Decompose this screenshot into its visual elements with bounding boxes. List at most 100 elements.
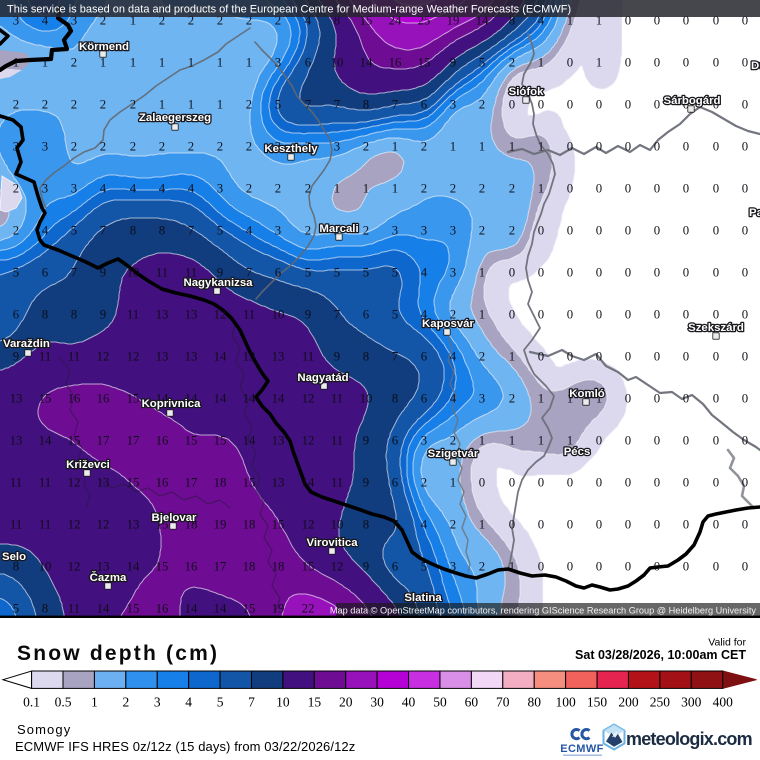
svg-text:0: 0 <box>742 434 748 448</box>
svg-text:1: 1 <box>509 140 515 154</box>
svg-text:2: 2 <box>509 392 515 406</box>
svg-text:5: 5 <box>363 266 369 280</box>
svg-text:0: 0 <box>654 98 660 112</box>
svg-text:0: 0 <box>625 434 631 448</box>
svg-text:9: 9 <box>305 308 311 322</box>
svg-text:8: 8 <box>363 98 369 112</box>
svg-text:8: 8 <box>13 560 19 574</box>
svg-text:2: 2 <box>130 140 136 154</box>
svg-text:14: 14 <box>185 392 198 406</box>
svg-text:0: 0 <box>742 140 748 154</box>
svg-text:16: 16 <box>68 392 81 406</box>
svg-text:7: 7 <box>188 224 195 238</box>
svg-text:17: 17 <box>185 476 198 490</box>
svg-text:Nagykanizsa: Nagykanizsa <box>183 277 253 289</box>
svg-text:0: 0 <box>596 308 602 322</box>
svg-text:4: 4 <box>130 182 137 196</box>
svg-text:15: 15 <box>185 434 198 448</box>
svg-text:3: 3 <box>421 224 427 238</box>
svg-text:0: 0 <box>509 98 515 112</box>
svg-text:13: 13 <box>97 476 110 490</box>
svg-text:2: 2 <box>479 98 485 112</box>
svg-text:0: 0 <box>596 182 602 196</box>
svg-text:0: 0 <box>713 56 719 70</box>
svg-text:2: 2 <box>479 224 485 238</box>
svg-text:14: 14 <box>302 476 315 490</box>
svg-text:1: 1 <box>567 14 573 28</box>
svg-text:0: 0 <box>683 98 689 112</box>
svg-text:1: 1 <box>334 182 340 196</box>
svg-text:Marcali: Marcali <box>319 223 358 235</box>
svg-text:0: 0 <box>683 224 689 238</box>
svg-text:15: 15 <box>243 602 256 616</box>
svg-text:11: 11 <box>39 350 51 364</box>
svg-text:2: 2 <box>130 98 136 112</box>
svg-text:0: 0 <box>567 98 573 112</box>
svg-text:5: 5 <box>421 560 427 574</box>
svg-text:7: 7 <box>100 224 107 238</box>
svg-text:16: 16 <box>97 392 110 406</box>
svg-text:12: 12 <box>302 434 315 448</box>
svg-text:15: 15 <box>156 518 169 532</box>
svg-text:6: 6 <box>421 98 428 112</box>
svg-text:1: 1 <box>42 56 48 70</box>
svg-text:0: 0 <box>713 350 719 364</box>
svg-text:12: 12 <box>97 350 110 364</box>
svg-text:11: 11 <box>10 518 22 532</box>
svg-text:18: 18 <box>214 476 227 490</box>
svg-text:17: 17 <box>127 434 140 448</box>
svg-text:0: 0 <box>567 308 573 322</box>
svg-text:0: 0 <box>742 476 748 490</box>
svg-text:0: 0 <box>683 476 689 490</box>
svg-text:12: 12 <box>302 518 315 532</box>
svg-text:15: 15 <box>39 392 52 406</box>
svg-text:4: 4 <box>159 182 166 196</box>
svg-text:3: 3 <box>42 140 48 154</box>
svg-text:4: 4 <box>185 695 192 710</box>
svg-text:3: 3 <box>13 14 19 28</box>
svg-text:0: 0 <box>596 560 602 574</box>
svg-text:8: 8 <box>392 392 398 406</box>
svg-text:2: 2 <box>450 308 456 322</box>
svg-text:2: 2 <box>479 350 485 364</box>
svg-text:3: 3 <box>392 224 398 238</box>
svg-text:1: 1 <box>392 182 398 196</box>
svg-text:0: 0 <box>625 350 631 364</box>
svg-text:1: 1 <box>479 266 485 280</box>
svg-text:16: 16 <box>156 434 169 448</box>
svg-text:0: 0 <box>713 392 719 406</box>
svg-text:0: 0 <box>742 98 748 112</box>
svg-text:5: 5 <box>334 266 340 280</box>
svg-text:0: 0 <box>567 476 573 490</box>
svg-text:6: 6 <box>392 560 399 574</box>
svg-text:6: 6 <box>421 350 428 364</box>
svg-text:8: 8 <box>42 308 48 322</box>
svg-text:16: 16 <box>156 476 169 490</box>
svg-text:12: 12 <box>97 518 110 532</box>
svg-text:20: 20 <box>339 695 353 710</box>
svg-text:11: 11 <box>156 266 168 280</box>
svg-text:0: 0 <box>625 476 631 490</box>
svg-text:Zalaegerszeg: Zalaegerszeg <box>139 112 211 124</box>
svg-text:4: 4 <box>246 224 253 238</box>
svg-text:9: 9 <box>363 434 369 448</box>
svg-text:11: 11 <box>331 434 343 448</box>
svg-text:0: 0 <box>713 14 719 28</box>
svg-text:1: 1 <box>538 392 544 406</box>
svg-text:0: 0 <box>654 476 660 490</box>
svg-text:Keszthely: Keszthely <box>264 143 318 155</box>
svg-text:3: 3 <box>450 98 456 112</box>
svg-text:0: 0 <box>683 392 689 406</box>
svg-text:3: 3 <box>450 560 456 574</box>
svg-text:0: 0 <box>683 56 689 70</box>
svg-text:15: 15 <box>127 476 140 490</box>
svg-text:0.1: 0.1 <box>23 695 40 710</box>
svg-text:4: 4 <box>421 308 428 322</box>
svg-text:18: 18 <box>185 518 198 532</box>
svg-text:1: 1 <box>392 140 398 154</box>
svg-text:10: 10 <box>331 56 344 70</box>
svg-text:5: 5 <box>275 98 281 112</box>
svg-text:0: 0 <box>742 182 748 196</box>
svg-text:30: 30 <box>370 695 384 710</box>
svg-text:Snow depth (cm): Snow depth (cm) <box>17 642 219 665</box>
